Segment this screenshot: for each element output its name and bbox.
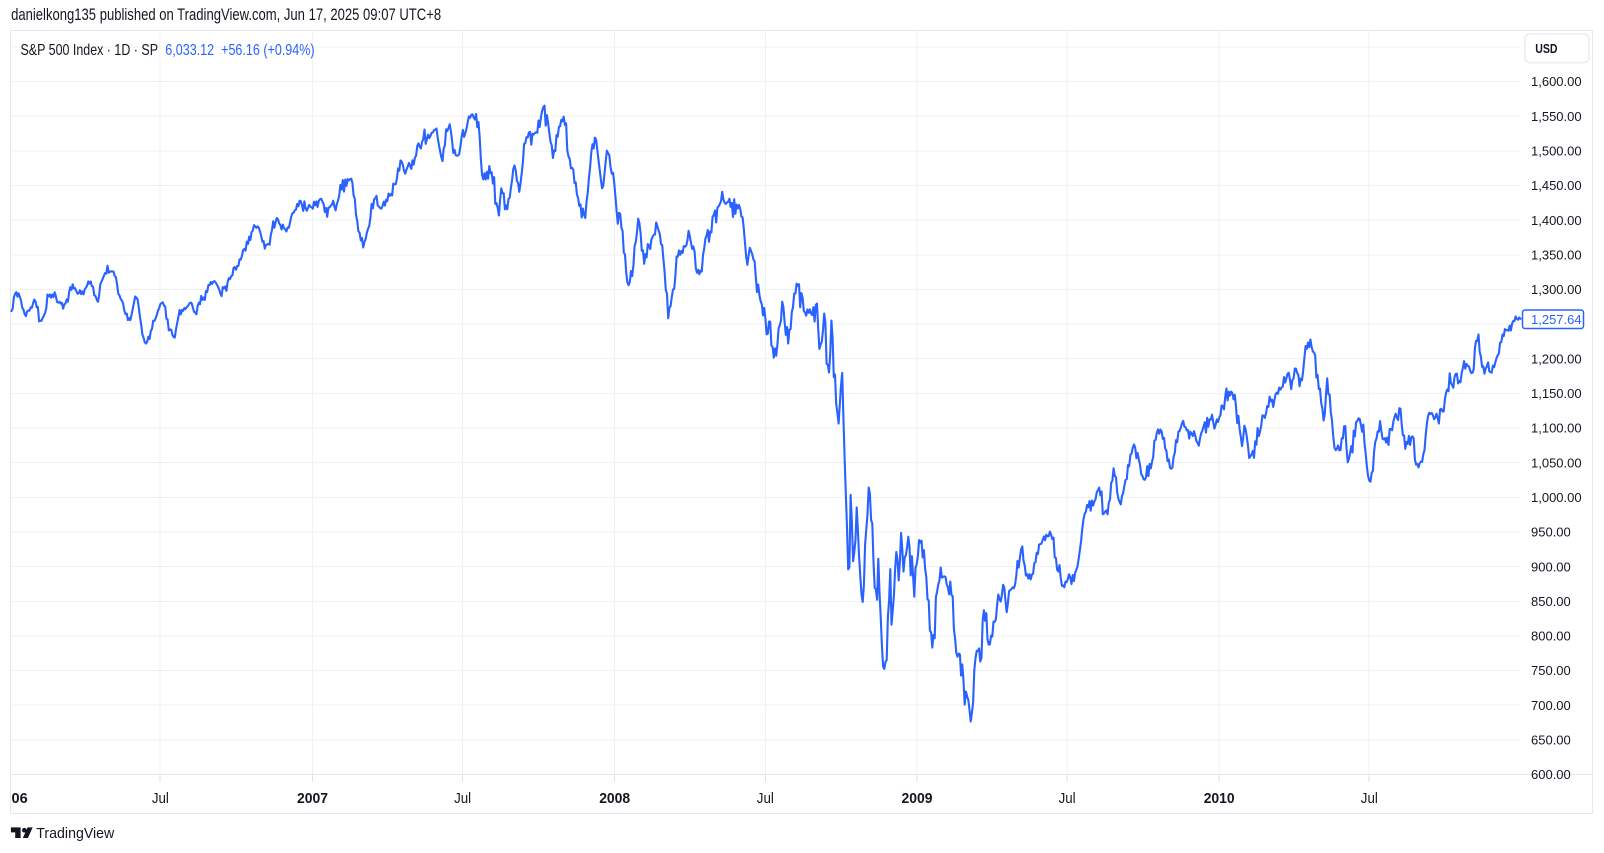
svg-text:Jul: Jul xyxy=(757,791,774,807)
svg-text:Jul: Jul xyxy=(1059,791,1076,807)
svg-text:2009: 2009 xyxy=(902,791,933,807)
svg-text:700.00: 700.00 xyxy=(1531,698,1571,713)
svg-text:USD: USD xyxy=(1535,41,1557,56)
svg-text:Jul: Jul xyxy=(1361,791,1378,807)
svg-text:danielkong135 published on Tra: danielkong135 published on TradingView.c… xyxy=(11,5,441,24)
svg-text:1,400.00: 1,400.00 xyxy=(1531,213,1582,228)
svg-text:650.00: 650.00 xyxy=(1531,733,1571,748)
svg-text:1,000.00: 1,000.00 xyxy=(1531,490,1582,505)
svg-text:6,033.12 +56.16 (+0.94%): 6,033.12 +56.16 (+0.94%) xyxy=(165,42,314,59)
svg-text:900.00: 900.00 xyxy=(1531,559,1571,574)
svg-text:800.00: 800.00 xyxy=(1531,629,1571,644)
svg-text:1,150.00: 1,150.00 xyxy=(1531,386,1582,401)
svg-text:2008: 2008 xyxy=(599,791,630,807)
svg-text:1,050.00: 1,050.00 xyxy=(1531,455,1582,470)
svg-text:1,100.00: 1,100.00 xyxy=(1531,421,1582,436)
svg-text:2010: 2010 xyxy=(1204,791,1235,807)
svg-text:850.00: 850.00 xyxy=(1531,594,1571,609)
svg-text:1,257.64: 1,257.64 xyxy=(1531,312,1582,327)
svg-text:1,300.00: 1,300.00 xyxy=(1531,282,1582,297)
svg-text:950.00: 950.00 xyxy=(1531,525,1571,540)
svg-text:1,500.00: 1,500.00 xyxy=(1531,144,1582,159)
svg-text:1,350.00: 1,350.00 xyxy=(1531,247,1582,262)
svg-text:1,600.00: 1,600.00 xyxy=(1531,74,1582,89)
svg-text:750.00: 750.00 xyxy=(1531,663,1571,678)
svg-text:1,200.00: 1,200.00 xyxy=(1531,351,1582,366)
svg-text:Jul: Jul xyxy=(454,791,471,807)
svg-text:1,450.00: 1,450.00 xyxy=(1531,178,1582,193)
svg-text:TradingView: TradingView xyxy=(36,825,114,842)
svg-text:Jul: Jul xyxy=(152,791,169,807)
svg-text:06: 06 xyxy=(12,791,28,807)
svg-text:2007: 2007 xyxy=(297,791,328,807)
svg-text:S&P 500 Index · 1D · SP: S&P 500 Index · 1D · SP xyxy=(21,42,159,59)
svg-text:600.00: 600.00 xyxy=(1531,767,1571,782)
svg-text:1,550.00: 1,550.00 xyxy=(1531,109,1582,124)
